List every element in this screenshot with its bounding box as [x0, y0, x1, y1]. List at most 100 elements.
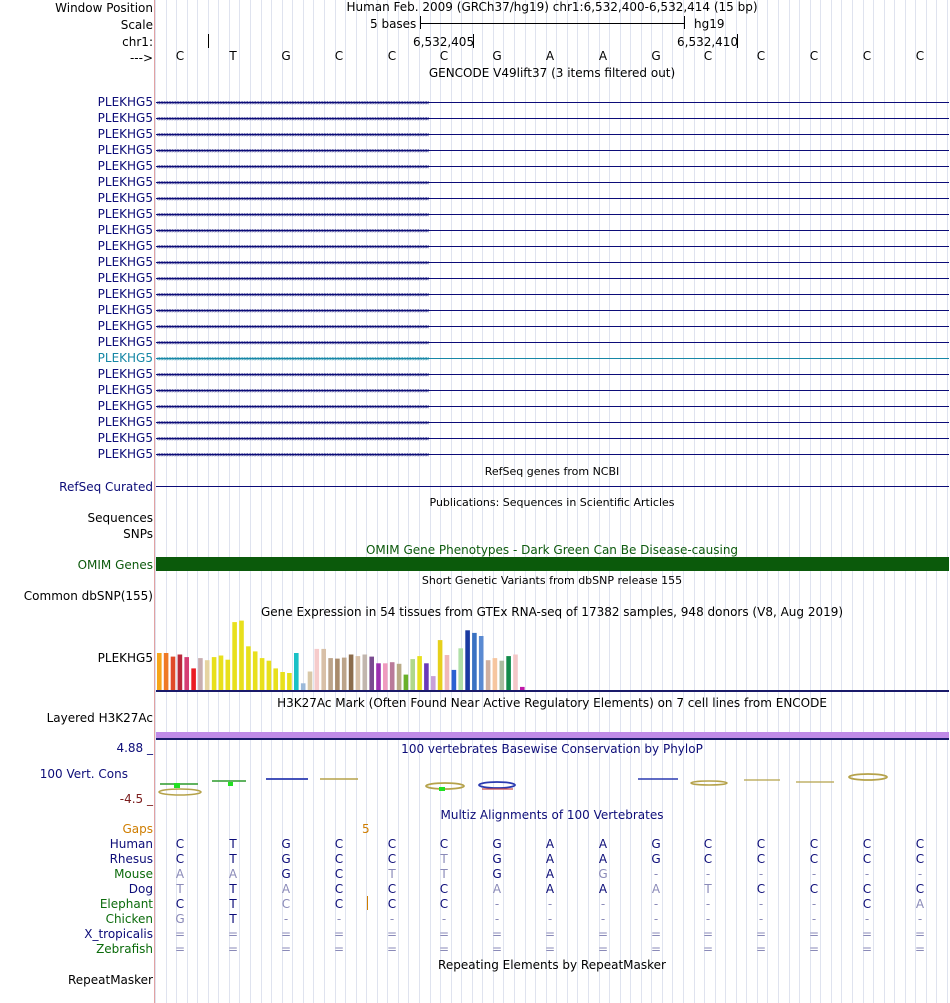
species-label[interactable]: Human [109, 837, 153, 851]
gtex-bar[interactable] [157, 653, 162, 690]
gencode-gene-line[interactable] [156, 438, 949, 439]
conservation-label[interactable]: 100 Vert. Cons [39, 767, 128, 781]
gencode-gene-label[interactable]: PLEKHG5 [97, 175, 153, 189]
gtex-bar[interactable] [198, 658, 203, 690]
refseq-gene-line[interactable] [156, 486, 949, 487]
gtex-bar[interactable] [287, 673, 292, 690]
gencode-gene-label[interactable]: PLEKHG5 [97, 287, 153, 301]
gencode-gene-label[interactable]: PLEKHG5 [97, 111, 153, 125]
gaps-label[interactable]: Gaps [122, 822, 153, 836]
gtex-bar[interactable] [348, 654, 354, 691]
dbsnp-label[interactable]: Common dbSNP(155) [23, 589, 153, 603]
gtex-bar[interactable] [424, 663, 429, 690]
gtex-bar[interactable] [177, 654, 183, 691]
gtex-bar[interactable] [451, 669, 457, 690]
gtex-bar[interactable] [314, 648, 320, 690]
gencode-gene-label[interactable]: PLEKHG5 [97, 271, 153, 285]
assembly-title: Human Feb. 2009 (GRCh37/hg19) chr1:6,532… [346, 0, 758, 14]
gencode-gene-line[interactable] [156, 358, 949, 359]
gtex-bar[interactable] [506, 656, 511, 690]
gencode-gene-line[interactable] [156, 246, 949, 247]
gencode-gene-line[interactable] [156, 214, 949, 215]
gtex-bar[interactable] [294, 653, 299, 690]
gencode-gene-label[interactable]: PLEKHG5 [97, 367, 153, 381]
gtex-bar[interactable] [252, 651, 258, 690]
grid-line [387, 0, 388, 1003]
gtex-bar[interactable] [211, 657, 217, 690]
gencode-gene-line[interactable] [156, 134, 949, 135]
species-label[interactable]: Dog [128, 882, 153, 896]
gencode-gene-line[interactable] [156, 310, 949, 311]
gtex-bar[interactable] [389, 662, 395, 690]
gencode-gene-line[interactable] [156, 422, 949, 423]
gencode-gene-line[interactable] [156, 118, 949, 119]
gencode-gene-line[interactable] [156, 406, 949, 407]
grid-line [704, 0, 705, 1003]
gtex-bar[interactable] [410, 659, 415, 690]
species-label[interactable]: Chicken [105, 912, 153, 926]
publications-label-snps[interactable]: SNPs [123, 527, 153, 541]
gencode-gene-label[interactable]: PLEKHG5 [97, 383, 153, 397]
gencode-gene-label[interactable]: PLEKHG5 [97, 335, 153, 349]
gencode-gene-label[interactable]: PLEKHG5 [97, 399, 153, 413]
gencode-gene-label[interactable]: PLEKHG5 [97, 191, 153, 205]
species-label[interactable]: Mouse [114, 867, 153, 881]
h3k27ac-label[interactable]: Layered H3K27Ac [46, 711, 153, 725]
species-label[interactable]: Rhesus [109, 852, 153, 866]
gencode-gene-line[interactable] [156, 374, 949, 375]
omim-gene-bar[interactable] [156, 557, 949, 571]
gtex-bar[interactable] [170, 656, 176, 690]
repeatmasker-label[interactable]: RepeatMasker [67, 973, 153, 987]
gencode-gene-label[interactable]: PLEKHG5 [97, 447, 153, 461]
gtex-bar[interactable] [232, 622, 237, 690]
species-label[interactable]: X_tropicalis [84, 927, 153, 941]
gencode-gene-label[interactable]: PLEKHG5 [97, 239, 153, 253]
gencode-gene-line[interactable] [156, 278, 949, 279]
publications-label-sequences[interactable]: Sequences [87, 511, 153, 525]
gtex-bar[interactable] [273, 668, 278, 690]
gencode-gene-label[interactable]: PLEKHG5 [97, 207, 153, 221]
gencode-gene-label[interactable]: PLEKHG5 [97, 95, 153, 109]
gtex-bar[interactable] [218, 655, 224, 691]
gtex-bar[interactable] [465, 630, 470, 690]
gencode-gene-line[interactable] [156, 230, 949, 231]
aligned-base: - [547, 912, 553, 926]
gencode-gene-line[interactable] [156, 294, 949, 295]
gencode-gene-line[interactable] [156, 198, 949, 199]
gencode-gene-line[interactable] [156, 262, 949, 263]
gencode-gene-label[interactable]: PLEKHG5 [97, 223, 153, 237]
gencode-gene-line[interactable] [156, 182, 949, 183]
refseq-label[interactable]: RefSeq Curated [59, 480, 153, 494]
gencode-gene-line[interactable] [156, 342, 949, 343]
gencode-gene-label[interactable]: PLEKHG5 [97, 255, 153, 269]
gtex-bar[interactable] [485, 660, 491, 690]
gtex-bar[interactable] [444, 655, 450, 690]
gencode-gene-line[interactable] [156, 166, 949, 167]
h3k27ac-signal[interactable] [156, 732, 949, 738]
gtex-bar[interactable] [431, 676, 436, 690]
gencode-gene-line[interactable] [156, 390, 949, 391]
gtex-bar[interactable] [369, 656, 374, 690]
species-label[interactable]: Zebrafish [96, 942, 153, 956]
gencode-gene-label[interactable]: PLEKHG5 [97, 303, 153, 317]
gencode-gene-label[interactable]: PLEKHG5 [97, 431, 153, 445]
gencode-gene-label[interactable]: PLEKHG5 [97, 143, 153, 157]
gencode-gene-label[interactable]: PLEKHG5 [97, 127, 153, 141]
species-label[interactable]: Elephant [99, 897, 153, 911]
gencode-gene-label[interactable]: PLEKHG5 [97, 415, 153, 429]
gencode-gene-line[interactable] [156, 102, 949, 103]
refseq-title: RefSeq genes from NCBI [484, 465, 620, 478]
grid-line [546, 0, 547, 1003]
gtex-label[interactable]: PLEKHG5 [97, 651, 153, 665]
gencode-gene-line[interactable] [156, 326, 949, 327]
gencode-gene-line[interactable] [156, 454, 949, 455]
gencode-gene-line[interactable] [156, 150, 949, 151]
gencode-gene-label[interactable]: PLEKHG5 [97, 319, 153, 333]
omim-label[interactable]: OMIM Genes [77, 558, 153, 572]
gtex-bar[interactable] [328, 658, 333, 690]
gtex-bar[interactable] [307, 671, 313, 691]
gtex-bar[interactable] [191, 668, 196, 690]
gencode-gene-label[interactable]: PLEKHG5 [97, 351, 153, 365]
gencode-gene-label[interactable]: PLEKHG5 [97, 159, 153, 173]
aligned-base: C [387, 837, 397, 851]
